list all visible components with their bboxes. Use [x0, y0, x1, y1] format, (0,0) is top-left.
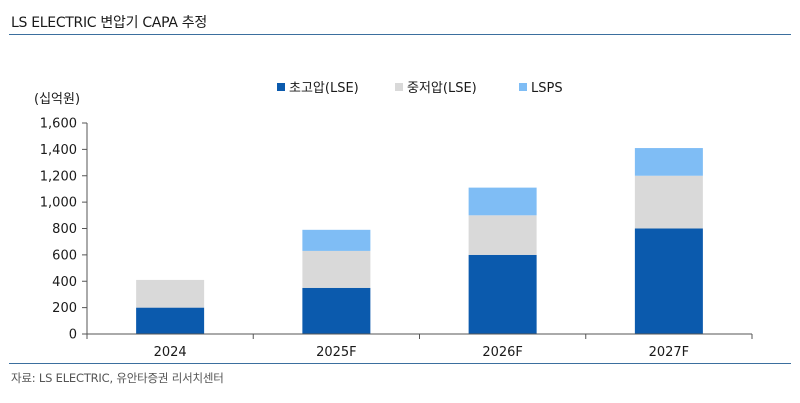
legend-swatch	[277, 83, 285, 91]
y-axis-unit-label: (십억원)	[34, 92, 80, 107]
bar-segment	[634, 228, 703, 334]
x-axis: 2024 2025F 2026F 2027F	[86, 333, 753, 360]
bar-segment	[302, 229, 371, 251]
y-tick-label: 800	[52, 222, 77, 237]
x-tick-label: 2024	[154, 345, 187, 360]
title-divider	[9, 34, 791, 35]
bar-segment	[634, 148, 703, 176]
bar-segment	[302, 287, 371, 334]
legend-swatch	[519, 83, 527, 91]
bar-segment	[468, 187, 537, 216]
y-tick-label: 1,400	[40, 143, 77, 158]
chart-title: LS ELECTRIC 변압기 CAPA 추정	[11, 15, 207, 31]
bar-segment	[468, 254, 537, 334]
x-tick-label: 2025F	[316, 345, 357, 360]
bar-segment	[136, 307, 205, 334]
bar-segment	[468, 215, 537, 255]
bar-segment	[136, 279, 205, 308]
legend-label: LSPS	[531, 81, 563, 96]
legend-swatch	[395, 83, 403, 91]
x-tick-label: 2026F	[482, 345, 523, 360]
y-axis: 0 200 400 600 800 1,000 1,200 1,400 1,600	[40, 117, 88, 343]
y-tick-label: 600	[52, 248, 77, 263]
y-tick-label: 1,000	[40, 196, 77, 211]
y-tick-label: 400	[52, 275, 77, 290]
legend-label: 중저압(LSE)	[407, 81, 477, 96]
y-tick-label: 0	[69, 328, 77, 343]
legend-label: 초고압(LSE)	[289, 81, 359, 96]
bar-segment	[634, 175, 703, 229]
source-note: 자료: LS ELECTRIC, 유안타증권 리서치센터	[11, 371, 224, 385]
chart-legend: 초고압(LSE) 중저압(LSE) LSPS	[277, 81, 563, 96]
y-tick-label: 1,200	[40, 169, 77, 184]
y-tick-label: 200	[52, 301, 77, 316]
x-tick-label: 2027F	[649, 345, 690, 360]
y-tick-label: 1,600	[40, 117, 77, 132]
footer-divider	[9, 363, 791, 364]
bar-series	[136, 148, 703, 334]
bar-segment	[302, 250, 371, 288]
